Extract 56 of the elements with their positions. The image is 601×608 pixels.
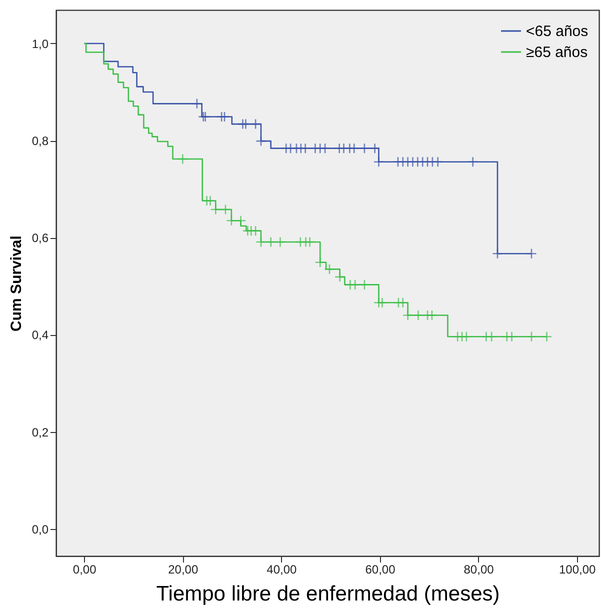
y-tick-label: 0,2 (32, 425, 49, 440)
point (506, 331, 518, 342)
point (467, 156, 478, 168)
point (373, 156, 384, 168)
point (350, 279, 360, 290)
point (397, 297, 408, 308)
point (492, 248, 503, 260)
y-tick-label: 1,0 (32, 36, 49, 51)
point (220, 204, 231, 215)
x-tick-label: 80,00 (464, 562, 494, 576)
point (274, 236, 286, 248)
point (526, 331, 537, 342)
y-tick-label: 0,4 (32, 328, 49, 342)
point (359, 279, 370, 290)
x-tick-label: 60,00 (365, 562, 396, 576)
point (235, 215, 246, 226)
point (359, 142, 370, 154)
point (256, 136, 266, 146)
point (320, 142, 330, 154)
point (541, 331, 552, 342)
y-tick-label: 0,0 (32, 522, 49, 536)
point (219, 111, 230, 122)
point (256, 236, 266, 248)
point (210, 204, 222, 215)
point (432, 156, 444, 168)
point (265, 236, 276, 248)
y-tick-label: 0,8 (32, 134, 49, 148)
point (334, 272, 346, 282)
point (304, 236, 316, 248)
point (204, 195, 216, 206)
point (376, 297, 388, 308)
point (369, 142, 380, 154)
point (250, 118, 261, 130)
legend-label: ≥65 años (526, 44, 588, 61)
y-axis-title: Cum Survival (8, 236, 25, 332)
x-axis-title: Tiempo libre de enfermedad (meses) (156, 582, 500, 606)
point (461, 331, 472, 342)
point (240, 118, 252, 130)
x-tick-label: 0,00 (72, 562, 97, 576)
point (348, 142, 360, 154)
point (402, 310, 414, 321)
x-tick-label: 40,00 (266, 562, 298, 576)
point (192, 98, 202, 110)
point (526, 248, 537, 260)
point (486, 331, 497, 342)
legend-label: <65 años (526, 23, 588, 40)
point (226, 215, 237, 226)
point (426, 310, 438, 321)
y-tick-label: 0,6 (32, 231, 49, 246)
point (177, 154, 188, 164)
point (314, 256, 326, 268)
x-tick-label: 100,00 (558, 562, 596, 576)
point (412, 310, 424, 321)
point (324, 264, 335, 275)
point (300, 142, 311, 154)
x-tick-label: 20,00 (168, 562, 198, 576)
